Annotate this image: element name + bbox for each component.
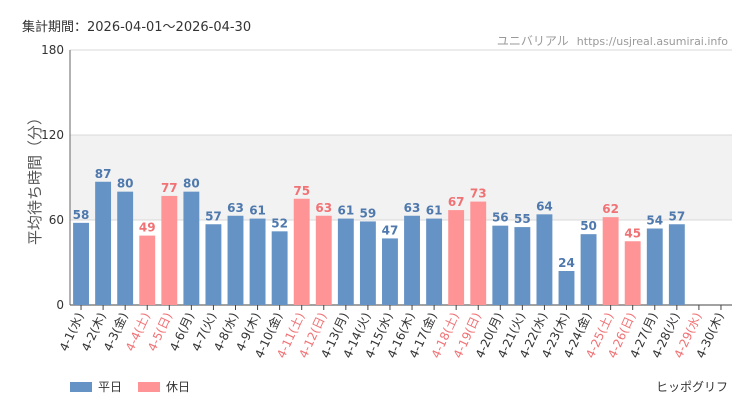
legend-label-holiday: 休日 [166, 380, 191, 394]
site-credit: ユニバリアル https://usjreal.asumirai.info [497, 32, 728, 49]
bar [73, 222, 89, 305]
data-label: 61 [426, 204, 443, 218]
data-label: 56 [492, 211, 509, 225]
y-tick-label: 120 [41, 128, 64, 142]
attraction-name: ヒッポグリフ [655, 380, 728, 394]
bar [470, 201, 487, 305]
highlight-band [70, 135, 732, 220]
bar [382, 238, 398, 305]
data-label: 63 [227, 201, 244, 215]
bar [624, 241, 641, 305]
bar [514, 227, 531, 305]
bar [183, 191, 200, 305]
data-label: 64 [536, 199, 553, 213]
bar [337, 218, 354, 305]
bar [448, 210, 465, 305]
data-label: 87 [95, 167, 112, 181]
legend-item-weekday: 平日 [70, 378, 122, 395]
y-axis-title: 平均待ち時間（分） [26, 110, 44, 245]
y-tick-label: 0 [56, 298, 64, 312]
data-label: 49 [139, 221, 156, 235]
chart-legend: 平日 休日 [70, 378, 190, 395]
data-label: 67 [448, 195, 465, 209]
bar [404, 215, 420, 305]
data-label: 58 [73, 208, 90, 222]
legend-label-weekday: 平日 [98, 380, 123, 394]
bar [536, 214, 553, 305]
bar [293, 198, 310, 305]
bar [161, 195, 178, 305]
bar [646, 228, 663, 305]
legend-swatch-weekday [70, 381, 92, 392]
legend-swatch-holiday [138, 381, 161, 392]
bar [139, 235, 156, 305]
bar [668, 224, 685, 305]
bar [426, 218, 443, 305]
data-label: 77 [161, 181, 178, 195]
bar [602, 217, 619, 305]
data-label: 75 [293, 184, 310, 198]
legend-item-holiday: 休日 [138, 378, 190, 395]
data-label: 50 [580, 219, 597, 233]
bar [271, 231, 288, 305]
y-tick-label: 180 [41, 43, 64, 57]
data-label: 62 [602, 202, 619, 216]
bar [117, 191, 134, 305]
period-text: 集計期間：2026-04-01～2026-04-30 [22, 20, 252, 35]
data-label: 24 [558, 256, 575, 270]
y-tick-label: 60 [49, 213, 64, 227]
site-name: ユニバリアル [496, 34, 569, 48]
bar [492, 225, 509, 305]
data-label: 57 [205, 209, 222, 223]
bar [558, 271, 575, 305]
bar [205, 224, 222, 305]
data-label: 45 [624, 226, 641, 240]
data-label: 61 [337, 204, 354, 218]
bar [580, 234, 597, 305]
data-label: 63 [404, 201, 421, 215]
data-label: 63 [315, 201, 332, 215]
data-label: 55 [514, 212, 531, 226]
data-label: 59 [360, 206, 377, 220]
data-label: 57 [668, 209, 685, 223]
bar [315, 215, 332, 305]
site-url: https://usjreal.asumirai.info [576, 35, 728, 48]
data-label: 47 [382, 223, 399, 237]
bar [227, 215, 244, 305]
data-label: 52 [271, 216, 288, 230]
bar [249, 218, 266, 305]
data-label: 73 [470, 187, 487, 201]
bar [95, 181, 112, 305]
data-label: 80 [117, 177, 134, 191]
data-label: 54 [646, 214, 663, 228]
data-label: 61 [249, 204, 266, 218]
data-label: 80 [183, 177, 200, 191]
bar [359, 221, 376, 305]
